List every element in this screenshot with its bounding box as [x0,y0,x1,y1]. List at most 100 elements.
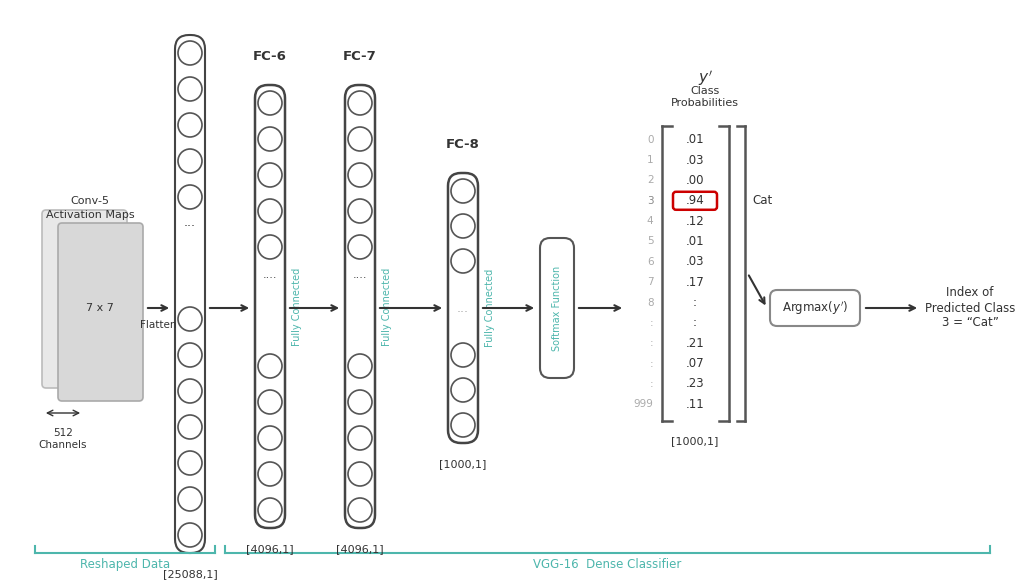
FancyBboxPatch shape [540,238,574,378]
Text: VGG-16  Dense Classifier: VGG-16 Dense Classifier [534,558,682,571]
Text: :: : [693,296,697,309]
Circle shape [348,199,372,223]
Circle shape [348,426,372,450]
Text: .07: .07 [686,357,705,370]
Circle shape [348,235,372,259]
Circle shape [178,41,202,65]
Text: :: : [650,318,653,328]
Text: [4096,1]: [4096,1] [336,544,384,554]
FancyBboxPatch shape [449,173,478,443]
Circle shape [258,354,282,378]
Text: ....: .... [263,270,278,280]
FancyBboxPatch shape [175,35,205,553]
Text: 5: 5 [647,237,653,247]
Text: 4: 4 [647,216,653,226]
Text: [25088,1]: [25088,1] [163,569,217,579]
Text: .00: .00 [686,174,705,187]
Text: 0: 0 [647,135,653,145]
FancyBboxPatch shape [255,85,285,528]
Circle shape [258,199,282,223]
Text: 7: 7 [647,277,653,287]
Circle shape [178,487,202,511]
Circle shape [178,113,202,137]
Text: Activation Maps: Activation Maps [46,210,134,220]
Text: $y'$: $y'$ [697,68,713,87]
Circle shape [258,498,282,522]
Circle shape [178,307,202,331]
Text: Softmax Function: Softmax Function [552,265,562,350]
Circle shape [178,149,202,173]
Circle shape [348,354,372,378]
Text: .01: .01 [686,235,705,248]
Text: Flatten: Flatten [139,320,176,330]
Text: Index of
Predicted Class
3 = “Cat”: Index of Predicted Class 3 = “Cat” [925,286,1015,329]
Circle shape [348,462,372,486]
Text: Fully Connected: Fully Connected [485,269,495,347]
Circle shape [258,426,282,450]
Circle shape [348,163,372,187]
Text: Fully Connected: Fully Connected [382,268,392,346]
Text: ...: ... [457,301,469,314]
Circle shape [348,390,372,414]
Text: Reshaped Data: Reshaped Data [80,558,170,571]
Circle shape [258,235,282,259]
Circle shape [178,185,202,209]
Text: 6: 6 [647,257,653,267]
Circle shape [451,378,475,402]
FancyBboxPatch shape [58,223,143,401]
Text: .94: .94 [686,194,705,208]
Text: FC-8: FC-8 [446,138,480,151]
Circle shape [258,127,282,151]
Text: Conv-5: Conv-5 [71,196,110,206]
Circle shape [451,343,475,367]
Text: .17: .17 [686,276,705,289]
Text: 3: 3 [647,196,653,206]
Circle shape [178,343,202,367]
Text: FC-7: FC-7 [343,50,377,63]
Text: ...: ... [184,216,196,230]
Text: .01: .01 [686,134,705,146]
Text: :: : [693,317,697,329]
Text: 7 x 7: 7 x 7 [86,303,114,313]
Circle shape [348,127,372,151]
Text: [1000,1]: [1000,1] [439,459,486,469]
Circle shape [258,163,282,187]
Text: .03: .03 [686,153,705,167]
FancyBboxPatch shape [42,210,127,388]
Circle shape [258,462,282,486]
Text: :: : [650,359,653,368]
Circle shape [451,413,475,437]
Text: ....: .... [352,270,368,280]
Text: 999: 999 [634,399,653,409]
Text: 8: 8 [647,297,653,307]
Text: 1: 1 [647,155,653,165]
Text: [4096,1]: [4096,1] [246,544,294,554]
Text: 512
Channels: 512 Channels [39,428,87,449]
Text: Class
Probabilities: Class Probabilities [671,86,739,107]
Text: .11: .11 [686,398,705,411]
FancyBboxPatch shape [345,85,375,528]
Circle shape [178,379,202,403]
Circle shape [258,91,282,115]
Text: Fully Connected: Fully Connected [292,268,302,346]
Text: [1000,1]: [1000,1] [672,437,719,447]
Text: .23: .23 [686,377,705,391]
Circle shape [258,390,282,414]
Circle shape [451,249,475,273]
Text: Argmax($y'$): Argmax($y'$) [782,299,848,317]
Text: :: : [650,338,653,348]
Text: :: : [650,379,653,389]
Circle shape [348,91,372,115]
Text: .12: .12 [686,215,705,227]
Circle shape [178,415,202,439]
Circle shape [178,451,202,475]
Text: FC-6: FC-6 [253,50,287,63]
Text: .21: .21 [686,337,705,350]
FancyBboxPatch shape [673,192,717,210]
Text: 2: 2 [647,175,653,185]
FancyBboxPatch shape [770,290,860,326]
Circle shape [348,498,372,522]
Circle shape [178,523,202,547]
Circle shape [451,179,475,203]
Circle shape [178,77,202,101]
